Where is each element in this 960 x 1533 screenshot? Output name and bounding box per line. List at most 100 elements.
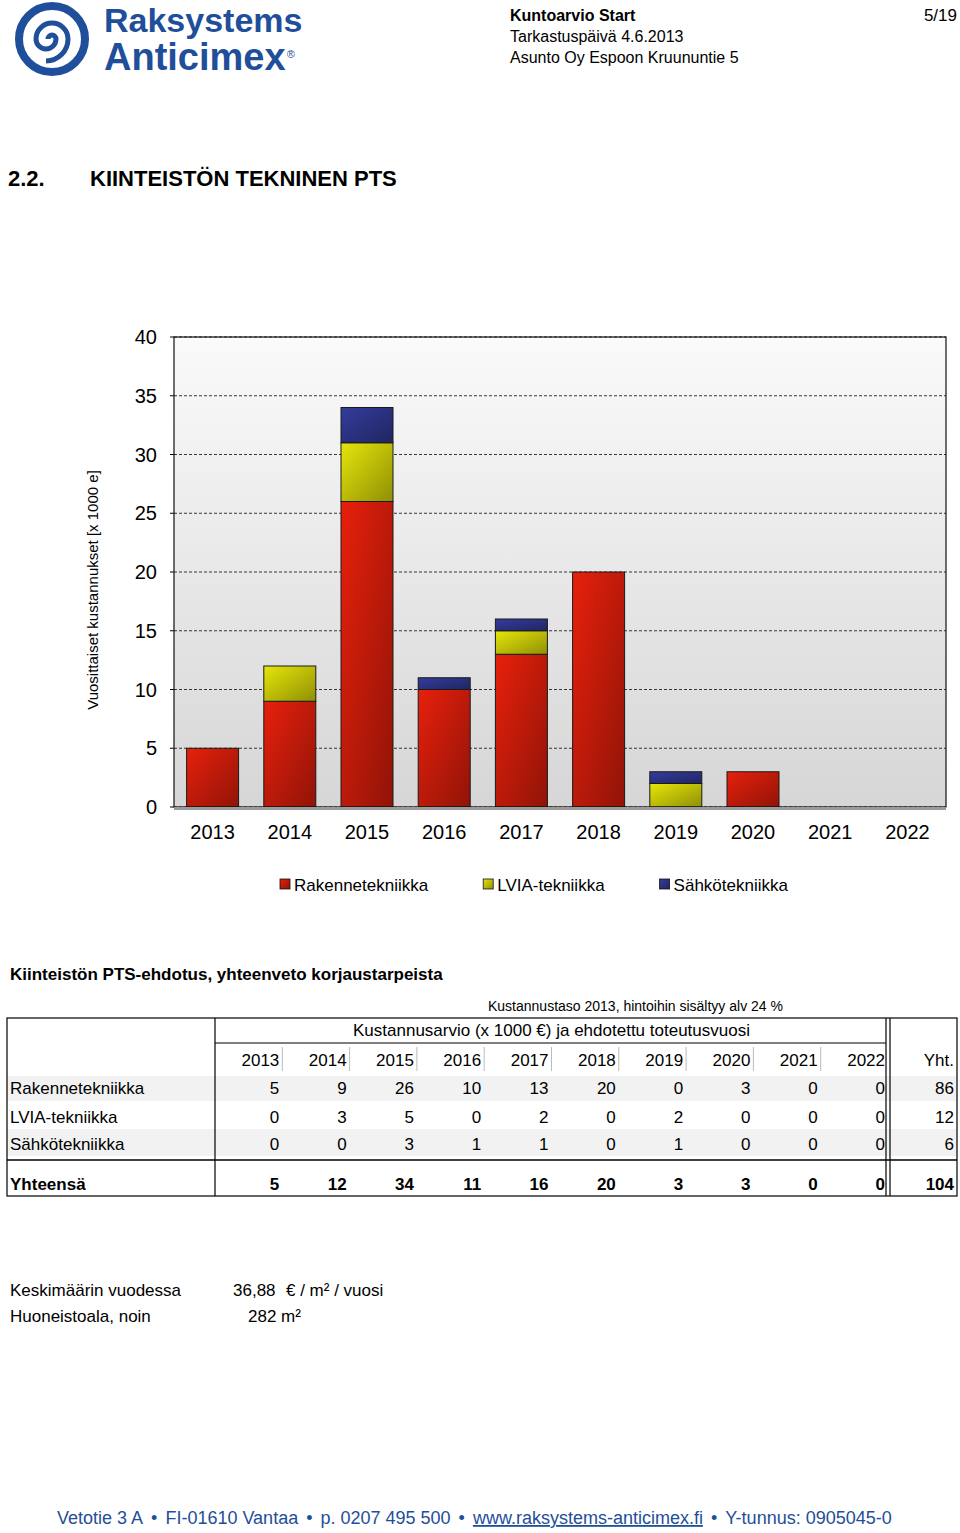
legend-label: LVIA-tekniikka xyxy=(497,876,605,895)
table-total-cell: 11 xyxy=(463,1175,481,1194)
x-tick-label: 2019 xyxy=(654,821,699,843)
logo-text: Anticimex xyxy=(104,36,286,78)
table-rule xyxy=(7,1159,957,1161)
bar-segment xyxy=(495,619,547,631)
table-column-header: 2017 xyxy=(511,1051,549,1070)
logo-mark: ® xyxy=(287,48,295,60)
y-tick-label: 25 xyxy=(135,502,157,524)
table-total-cell: 20 xyxy=(597,1175,616,1194)
summary-table: Kiinteistön PTS-ehdotus, yhteenveto korj… xyxy=(7,965,957,1196)
table-cell: 3 xyxy=(404,1135,413,1154)
y-tick-label: 20 xyxy=(135,561,157,583)
average-value: 36,88 xyxy=(233,1281,276,1300)
table-cell: 26 xyxy=(395,1079,414,1098)
table-total-cell: 34 xyxy=(395,1175,414,1194)
bar-segment xyxy=(418,678,470,690)
table-cell: 0 xyxy=(674,1079,683,1098)
table-cell: 0 xyxy=(606,1135,615,1154)
footer-text: p. 0207 495 500 xyxy=(320,1508,450,1528)
page: RaksystemsAnticimex®Kuntoarvio StartTark… xyxy=(0,0,960,1533)
x-tick-label: 2014 xyxy=(268,821,313,843)
table-column-header: 2014 xyxy=(309,1051,347,1070)
table-total-cell: 0 xyxy=(876,1175,885,1194)
table-total-cell: 104 xyxy=(926,1175,955,1194)
page-number: 5/19 xyxy=(924,6,957,25)
area-value: 282 m² xyxy=(248,1307,301,1326)
table-column-header: 2022 xyxy=(847,1051,885,1070)
table-row-label: Rakennetekniikka xyxy=(10,1079,145,1098)
y-tick-label: 0 xyxy=(146,796,157,818)
table-cell: 10 xyxy=(462,1079,481,1098)
footer-text: FI-01610 Vantaa xyxy=(165,1508,299,1528)
table-cell: 0 xyxy=(337,1135,346,1154)
y-tick-label: 10 xyxy=(135,679,157,701)
table-cell: 1 xyxy=(539,1135,548,1154)
legend-swatch xyxy=(483,879,493,889)
table-cell: 5 xyxy=(404,1108,413,1127)
logo: RaksystemsAnticimex® xyxy=(19,1,302,78)
table-total-cell: 5 xyxy=(270,1175,279,1194)
table-rule xyxy=(889,1018,890,1196)
table-cell: 0 xyxy=(270,1108,279,1127)
table-cell: 1 xyxy=(472,1135,481,1154)
table-cell: 0 xyxy=(876,1108,885,1127)
bar-segment xyxy=(727,772,779,807)
table-cell: 9 xyxy=(337,1079,346,1098)
bar-segment xyxy=(187,748,239,749)
table-cell-rule xyxy=(282,1047,283,1071)
table-row-label: LVIA-tekniikka xyxy=(10,1108,118,1127)
table-cell: 0 xyxy=(808,1079,817,1098)
legend-swatch xyxy=(660,879,670,889)
footer-separator: • xyxy=(151,1508,157,1528)
average-unit: € / m² / vuosi xyxy=(286,1281,383,1300)
table-rule xyxy=(214,1018,215,1196)
bar-segment xyxy=(573,572,625,573)
table-cell: 0 xyxy=(741,1108,750,1127)
table-column-header: Yht. xyxy=(924,1051,954,1070)
table-cell: 0 xyxy=(808,1108,817,1127)
table-cell-rule xyxy=(686,1047,687,1071)
footer-text: Y-tunnus: 0905045-0 xyxy=(725,1508,891,1528)
bar-segment xyxy=(650,784,702,808)
grid-line xyxy=(174,513,946,514)
table-total-label: Yhteensä xyxy=(10,1175,86,1194)
table-row-label: Sähkötekniikka xyxy=(10,1135,125,1154)
table-cell: 2 xyxy=(674,1108,683,1127)
grid-line xyxy=(174,395,946,396)
bar-segment xyxy=(264,701,316,807)
table-column-header: 2021 xyxy=(780,1051,818,1070)
table-cell-rule xyxy=(551,1047,552,1071)
footer-text: Vetotie 3 A xyxy=(57,1508,143,1528)
table-cell: 0 xyxy=(741,1135,750,1154)
plot-area xyxy=(174,337,946,807)
bar-segment xyxy=(187,748,239,749)
footer-link[interactable]: www.raksystems-anticimex.fi xyxy=(472,1508,703,1528)
logo-spiral xyxy=(36,23,68,61)
section-number: 2.2. xyxy=(8,166,45,191)
bar-segment xyxy=(727,771,779,772)
property-name: Asunto Oy Espoon Kruununtie 5 xyxy=(510,49,739,66)
table-column-header: 2015 xyxy=(376,1051,414,1070)
table-group-header: Kustannusarvio (x 1000 €) ja ehdotettu t… xyxy=(353,1021,750,1040)
table-cell: 0 xyxy=(876,1079,885,1098)
x-tick-label: 2016 xyxy=(422,821,467,843)
bar-segment xyxy=(573,572,625,573)
table-cell-rule xyxy=(618,1047,619,1071)
table-total-cell: 3 xyxy=(741,1175,750,1194)
table-cell: 5 xyxy=(270,1079,279,1098)
table-cell: 0 xyxy=(876,1135,885,1154)
footer: Vetotie 3 A • FI-01610 Vantaa • p. 0207 495 … xyxy=(57,1508,892,1528)
table-title: Kiinteistön PTS-ehdotus, yhteenveto korj… xyxy=(10,965,443,984)
table-cell-rule xyxy=(753,1047,754,1071)
y-tick-label: 5 xyxy=(146,737,157,759)
bar-segment xyxy=(187,748,239,807)
bar-segment xyxy=(264,666,316,667)
table-total-cell: 3 xyxy=(674,1175,683,1194)
footer-separator: • xyxy=(306,1508,312,1528)
table-cell-rule xyxy=(820,1047,821,1071)
y-tick-label: 35 xyxy=(135,385,157,407)
x-tick-label: 2022 xyxy=(885,821,930,843)
table-cell: 3 xyxy=(741,1079,750,1098)
footer-separator: • xyxy=(459,1508,465,1528)
table-cell-rule xyxy=(349,1047,350,1071)
